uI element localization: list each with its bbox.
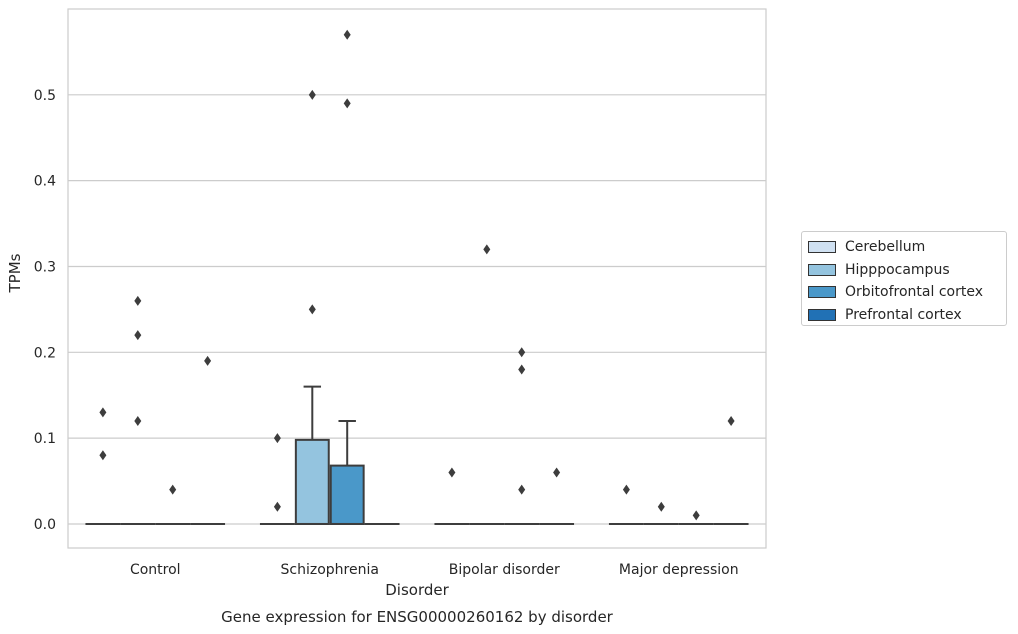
- outlier-point: [134, 295, 142, 306]
- legend: Cerebellum Hipppocampus Orbitofrontal co…: [801, 231, 1007, 326]
- box-plot: [329, 419, 365, 525]
- outlier-point: [692, 510, 700, 521]
- outlier-point: [169, 484, 177, 495]
- legend-item: Hipppocampus: [808, 259, 1006, 282]
- outlier-points: [99, 29, 735, 521]
- box: [329, 464, 365, 525]
- outlier-point: [99, 450, 107, 461]
- legend-swatch: [808, 309, 836, 322]
- plot-frame: [67, 8, 767, 549]
- outlier-point: [343, 98, 351, 109]
- legend-label: Orbitofrontal cortex: [845, 284, 983, 301]
- legend-label: Prefrontal cortex: [845, 307, 962, 324]
- legend-swatch: [808, 263, 836, 276]
- y-tick-label: 0.1: [34, 431, 56, 447]
- y-tick-label: 0.0: [34, 517, 56, 533]
- outlier-point: [727, 415, 735, 426]
- outlier-point: [657, 501, 665, 512]
- legend-item: Cerebellum: [808, 236, 1006, 259]
- legend-swatch: [808, 241, 836, 254]
- x-tick-label: Major depression: [619, 562, 739, 578]
- legend-item: Prefrontal cortex: [808, 304, 1006, 327]
- y-axis-label: TPMs: [6, 253, 24, 293]
- outlier-point: [134, 415, 142, 426]
- x-axis-label: Disorder: [385, 581, 449, 599]
- legend-item: Orbitofrontal cortex: [808, 281, 1006, 304]
- outlier-point: [99, 407, 107, 418]
- x-tick-labels: Control Schizophrenia Bipolar disorder Majo…: [130, 562, 739, 578]
- x-tick-label: Control: [130, 562, 181, 578]
- box-plot: [294, 385, 330, 525]
- outlier-point: [273, 433, 281, 444]
- outlier-point: [273, 501, 281, 512]
- outlier-point: [134, 330, 142, 341]
- outlier-point: [343, 29, 351, 40]
- outlier-point: [448, 467, 456, 478]
- grid-lines: [68, 94, 766, 525]
- y-tick-label: 0.2: [34, 345, 56, 361]
- y-tick-label: 0.5: [34, 88, 56, 104]
- y-tick-label: 0.4: [34, 174, 56, 190]
- y-tick-label: 0.3: [34, 259, 56, 275]
- x-tick-label: Bipolar disorder: [449, 562, 560, 578]
- box-plots: [85, 385, 749, 525]
- legend-label: Cerebellum: [845, 239, 926, 256]
- x-tick-label: Schizophrenia: [281, 562, 379, 578]
- outlier-point: [308, 89, 316, 100]
- outlier-point: [518, 347, 526, 358]
- legend-label: Hipppocampus: [845, 261, 950, 278]
- outlier-point: [518, 364, 526, 375]
- outlier-point: [518, 484, 526, 495]
- outlier-point: [204, 355, 212, 366]
- legend-swatch: [808, 286, 836, 299]
- outlier-point: [483, 244, 491, 255]
- outlier-point: [308, 304, 316, 315]
- y-tick-labels: 0.0 0.1 0.2 0.3 0.4 0.5: [34, 88, 56, 533]
- chart-title: Gene expression for ENSG00000260162 by d…: [221, 608, 614, 626]
- outlier-point: [622, 484, 630, 495]
- box: [294, 438, 330, 525]
- outlier-point: [553, 467, 561, 478]
